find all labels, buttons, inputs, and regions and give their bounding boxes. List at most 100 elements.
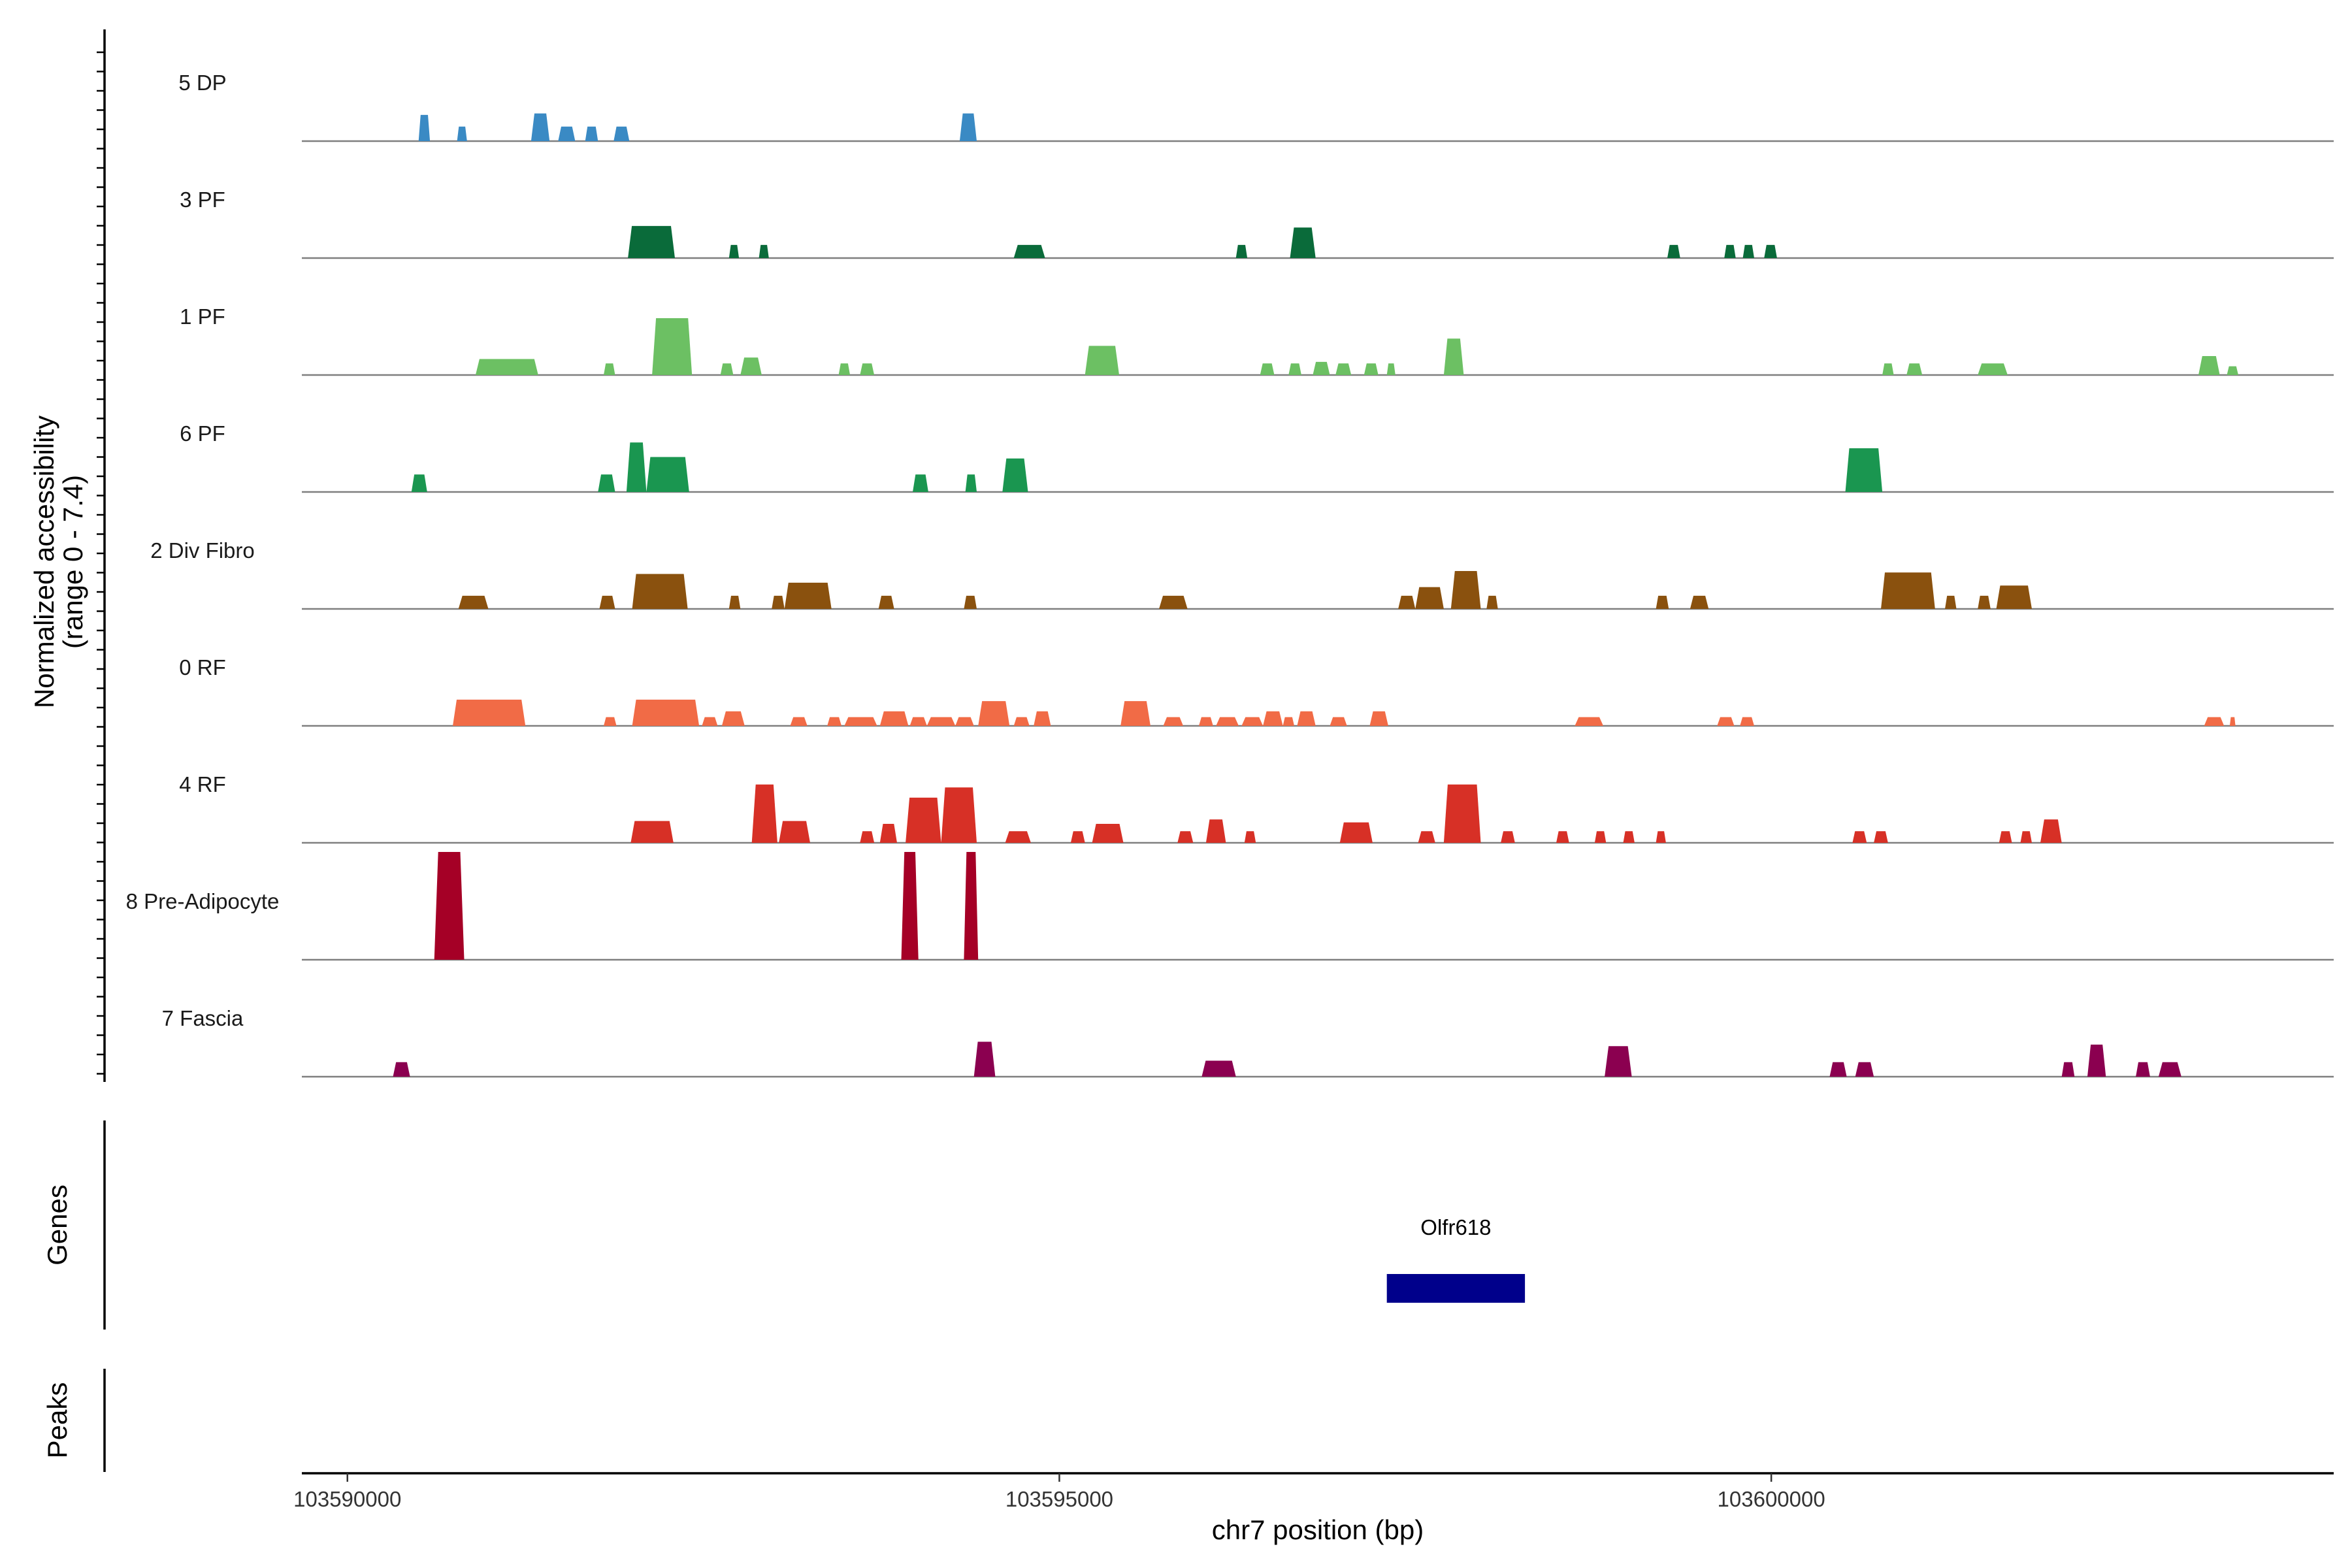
coverage-peak [1874, 831, 1888, 843]
track-label: 0 RF [179, 655, 226, 679]
coverage-peak [1443, 338, 1464, 375]
coverage-peak [1244, 831, 1256, 843]
coverage-peak [751, 784, 777, 843]
track-label: 4 RF [179, 772, 226, 796]
track-2: 1 PF [180, 304, 2334, 376]
coverage-peak [740, 357, 762, 375]
coverage-peak [1335, 363, 1352, 375]
coverage-peak [1290, 227, 1316, 258]
coverage-peak [1945, 595, 1957, 609]
coverage-peak [860, 831, 875, 843]
gene-annotations: Olfr618 [1386, 1215, 1526, 1303]
coverage-y-ticks [97, 51, 105, 1075]
coverage-peak [955, 717, 974, 726]
coverage-peak [558, 126, 576, 141]
coverage-peak [626, 442, 647, 492]
coverage-peak [1163, 717, 1183, 726]
coverage-peak [1855, 1062, 1874, 1077]
x-tick-label: 103600000 [1718, 1487, 1825, 1511]
coverage-peak [1330, 717, 1347, 726]
track-label: 7 Fascia [162, 1006, 244, 1030]
track-7: 8 Pre-Adipocyte [126, 852, 2334, 961]
coverage-peak [906, 797, 941, 843]
track-1: 3 PF [180, 188, 2334, 259]
coverage-peak [2227, 366, 2238, 375]
coverage-peak [1764, 244, 1777, 258]
coverage-peak [1398, 595, 1416, 609]
coverage-tracks: 5 DP 3 PF 1 PF 6 PF 2 Div Fibro 0 RF 4 RF 8 Pre… [126, 71, 2334, 1078]
x-axis-title: chr7 position (bp) [1212, 1514, 1424, 1545]
coverage-peak [1882, 363, 1894, 375]
coverage-peak [1594, 831, 1607, 843]
coverage-peak [1418, 831, 1435, 843]
coverage-peak [604, 717, 617, 726]
coverage-peak [2229, 717, 2236, 726]
coverage-peak [1845, 448, 1883, 492]
coverage-peak [1690, 595, 1709, 609]
coverage-peak [1829, 1062, 1847, 1077]
coverage-peak [2061, 1062, 2075, 1077]
coverage-peak [646, 457, 689, 492]
coverage-peak [844, 717, 877, 726]
gene-label: Olfr618 [1420, 1215, 1491, 1239]
coverage-peak [1450, 571, 1481, 609]
coverage-peak [1364, 363, 1379, 375]
coverage-peak [1486, 595, 1498, 609]
coverage-peak [1386, 363, 1396, 375]
track-0: 5 DP [178, 71, 2334, 142]
coverage-y-title: Normalized accessibility (range 0 - 7.4) [29, 416, 88, 708]
coverage-peak [1717, 717, 1735, 726]
coverage-peak [720, 363, 734, 375]
track-8: 7 Fascia [162, 1006, 2334, 1078]
coverage-peak [1205, 819, 1226, 843]
coverage-peak [613, 126, 630, 141]
coverage-peak [1656, 595, 1669, 609]
coverage-peak [1013, 717, 1030, 726]
coverage-peak [2198, 356, 2220, 375]
coverage-peak [721, 711, 745, 726]
coverage-peak [1216, 717, 1239, 726]
coverage-peak [1120, 701, 1151, 726]
coverage-peak [728, 595, 741, 609]
coverage-peak [1263, 711, 1283, 726]
coverage-peak [393, 1062, 410, 1077]
coverage-peak [964, 595, 977, 609]
coverage-peak [1999, 831, 2012, 843]
coverage-peak [1288, 363, 1301, 375]
coverage-peak [1978, 595, 1991, 609]
coverage-peak [1339, 822, 1373, 843]
coverage-peak [1241, 717, 1264, 726]
coverage-peak [604, 363, 615, 375]
coverage-peak [2040, 819, 2062, 843]
coverage-peak [1852, 831, 1867, 843]
coverage-peak [959, 113, 977, 141]
coverage-peak [418, 114, 431, 141]
coverage-peak [2087, 1044, 2106, 1077]
coverage-peak [411, 474, 427, 492]
coverage-peak [632, 574, 688, 609]
genes-panel-title: Genes [42, 1184, 73, 1266]
gene-body [1386, 1274, 1526, 1303]
coverage-peak [434, 852, 465, 960]
coverage-peak [1177, 831, 1194, 843]
coverage-peak [901, 852, 919, 960]
peaks-panel-title: Peaks [42, 1382, 73, 1459]
coverage-peak [779, 821, 810, 843]
coverage-peak [909, 717, 927, 726]
x-axis-ticks: 103590000 103595000 103600000 [293, 1473, 1825, 1511]
coverage-peak [475, 359, 538, 375]
coverage-peak [1282, 717, 1294, 726]
coverage-peak [1881, 572, 1935, 609]
track-6: 4 RF [179, 772, 2334, 844]
coverage-peak [790, 717, 808, 726]
coverage-peak [978, 701, 1010, 726]
coverage-peak [913, 474, 928, 492]
coverage-peak [1978, 363, 2008, 375]
coverage-peak [1906, 363, 1923, 375]
coverage-peak [1235, 244, 1248, 258]
coverage-peak [598, 474, 615, 492]
x-tick-label: 103595000 [1005, 1487, 1113, 1511]
coverage-peak [1501, 831, 1515, 843]
coverage-peak [878, 595, 894, 609]
